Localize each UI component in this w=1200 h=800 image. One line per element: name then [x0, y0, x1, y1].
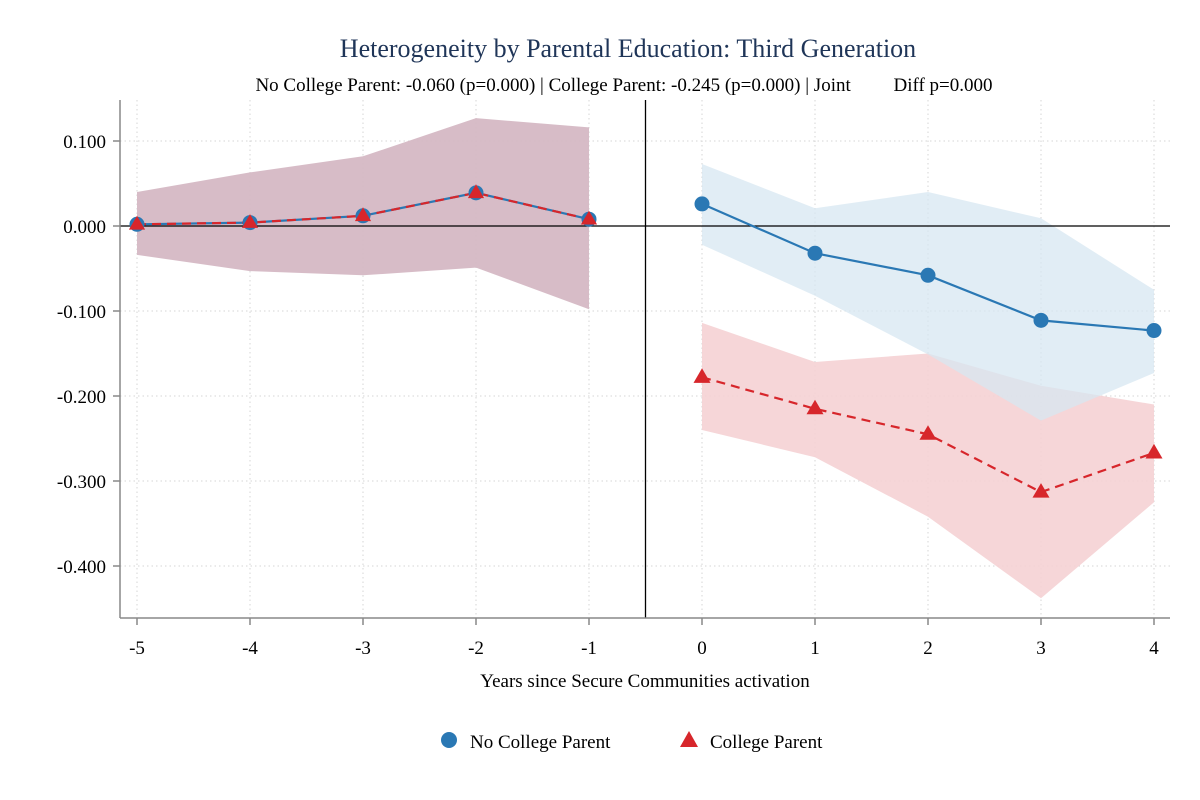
x-tick-label: -2 — [468, 638, 484, 659]
x-tick-label: 0 — [697, 638, 707, 659]
pre-period-point-college — [580, 210, 598, 225]
no-college-parent-point — [1146, 323, 1162, 339]
legend: No College Parent College Parent — [441, 731, 823, 753]
pre-period-point-college — [241, 214, 259, 228]
x-tick-label: -4 — [242, 638, 258, 659]
x-tick-label: -5 — [129, 638, 145, 659]
pre-period-point-college — [467, 184, 485, 199]
y-tick-label: -0.300 — [57, 472, 106, 493]
no-college-parent-confidence-band — [702, 164, 1154, 421]
y-tick-label: 0.100 — [63, 132, 106, 153]
y-tick-label: -0.100 — [57, 302, 106, 323]
legend-triangle-icon — [680, 731, 698, 747]
y-tick-label: -0.400 — [57, 557, 106, 578]
x-tick-label: 1 — [810, 638, 820, 659]
college-parent-point — [1032, 483, 1050, 498]
no-college-parent-point — [920, 267, 936, 283]
subtitle-joint: Joint — [814, 75, 852, 96]
x-tick-label: -1 — [581, 638, 597, 659]
subtitle-gap — [856, 75, 889, 96]
chart-title: Heterogeneity by Parental Education: Thi… — [340, 34, 916, 63]
y-tick-label: -0.200 — [57, 387, 106, 408]
legend-label-college: College Parent — [710, 732, 823, 753]
axes: 0.100 0.000 -0.100 -0.200 -0.300 -0.400 -5 -4 -3… — [57, 100, 1170, 659]
x-tick-label: 2 — [923, 638, 933, 659]
pre-period-point-college — [354, 207, 372, 222]
subtitle-sep-1: | — [540, 75, 549, 96]
college-parent-point — [1145, 443, 1163, 459]
college-parent-point — [693, 368, 711, 383]
subtitle-diff: Diff p=0.000 — [894, 75, 993, 96]
subtitle-college: College Parent: -0.245 (p=0.000) — [549, 75, 801, 96]
pre-period-point-college — [128, 215, 146, 230]
no-college-parent-point — [694, 196, 710, 212]
subtitle-no-college: No College Parent: -0.060 (p=0.000) — [255, 75, 535, 96]
subtitle-sep-2: | — [805, 75, 814, 96]
x-tick-label: 3 — [1036, 638, 1046, 659]
confidence-bands — [137, 118, 1154, 599]
college-parent-point — [806, 399, 824, 415]
college-parent-point — [919, 425, 937, 440]
no-college-parent-point — [1033, 312, 1049, 328]
x-axis-title: Years since Secure Communities activatio… — [480, 671, 810, 692]
no-college-parent-point — [807, 245, 823, 261]
x-tick-label: 4 — [1149, 638, 1159, 659]
legend-circle-icon — [441, 732, 457, 748]
y-tick-label: 0.000 — [63, 217, 106, 238]
x-tick-label: -3 — [355, 638, 371, 659]
legend-label-no-college: No College Parent — [470, 732, 611, 753]
series-markers — [128, 184, 1163, 498]
chart-subtitle: No College Parent: -0.060 (p=0.000) | Co… — [255, 75, 992, 96]
reference-lines — [120, 100, 1170, 618]
